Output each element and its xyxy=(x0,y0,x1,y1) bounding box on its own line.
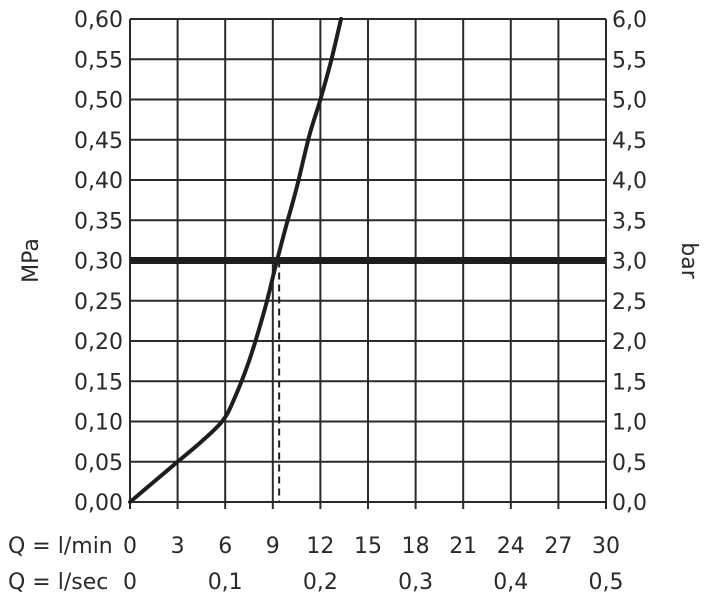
y-left-tick-label: 0,55 xyxy=(74,48,123,73)
y-left-tick-label: 0,35 xyxy=(74,209,123,234)
y-right-tick-label: 3,0 xyxy=(612,250,647,275)
y-left-tick-label: 0,60 xyxy=(74,8,123,33)
x-primary-axis-title: Q = l/min xyxy=(8,534,113,559)
y-left-tick-label: 0,40 xyxy=(74,169,123,194)
x-secondary-tick-label: 0,5 xyxy=(589,570,624,595)
x-secondary-tick-label: 0,2 xyxy=(303,570,338,595)
x-secondary-axis-title: Q = l/sec xyxy=(8,570,108,595)
y-left-tick-label: 0,00 xyxy=(74,491,123,516)
x-primary-tick-label: 9 xyxy=(266,534,280,559)
y-left-tick-label: 0,25 xyxy=(74,290,123,315)
y-left-tick-label: 0,45 xyxy=(74,129,123,154)
reference-layer xyxy=(130,257,606,502)
y-right-tick-label: 2,5 xyxy=(612,290,647,315)
y-left-tick-label: 0,15 xyxy=(74,370,123,395)
y-right-tick-label: 6,0 xyxy=(612,8,647,33)
y-left-tick-label: 0,20 xyxy=(74,330,123,355)
y-right-tick-label: 5,0 xyxy=(612,89,647,114)
x-primary-tick-label: 15 xyxy=(354,534,382,559)
x-primary-tick-label: 6 xyxy=(218,534,232,559)
x-primary-tick-label: 18 xyxy=(402,534,430,559)
x-primary-tick-label: 24 xyxy=(497,534,525,559)
y-right-tick-label: 4,0 xyxy=(612,169,647,194)
curve-layer xyxy=(128,17,344,504)
x-primary-tick-label: 30 xyxy=(592,534,620,559)
y-right-axis-title: bar xyxy=(676,242,701,279)
y-left-tick-label: 0,30 xyxy=(74,250,123,275)
y-right-tick-label: 4,5 xyxy=(612,129,647,154)
y-left-tick-label: 0,10 xyxy=(74,411,123,436)
y-right-tick-label: 0,5 xyxy=(612,451,647,476)
pressure-curve xyxy=(128,17,344,504)
y-right-tick-label: 0,0 xyxy=(612,491,647,516)
y-right-tick-label: 1,5 xyxy=(612,370,647,395)
y-right-tick-label: 5,5 xyxy=(612,48,647,73)
y-right-tick-label: 1,0 xyxy=(612,411,647,436)
y-right-tick-label: 2,0 xyxy=(612,330,647,355)
x-primary-tick-label: 3 xyxy=(171,534,185,559)
y-left-tick-label: 0,05 xyxy=(74,451,123,476)
y-left-axis-title: MPa xyxy=(19,238,44,283)
label-layer: 0,000,050,100,150,200,250,300,350,400,45… xyxy=(8,8,701,595)
x-primary-tick-label: 21 xyxy=(449,534,477,559)
x-secondary-tick-label: 0 xyxy=(123,570,137,595)
y-right-tick-label: 3,5 xyxy=(612,209,647,234)
x-secondary-tick-label: 0,4 xyxy=(493,570,528,595)
x-secondary-tick-label: 0,3 xyxy=(398,570,433,595)
y-left-tick-label: 0,50 xyxy=(74,89,123,114)
x-secondary-tick-label: 0,1 xyxy=(208,570,243,595)
x-primary-tick-label: 27 xyxy=(544,534,572,559)
x-primary-tick-label: 0 xyxy=(123,534,137,559)
x-primary-tick-label: 12 xyxy=(306,534,334,559)
